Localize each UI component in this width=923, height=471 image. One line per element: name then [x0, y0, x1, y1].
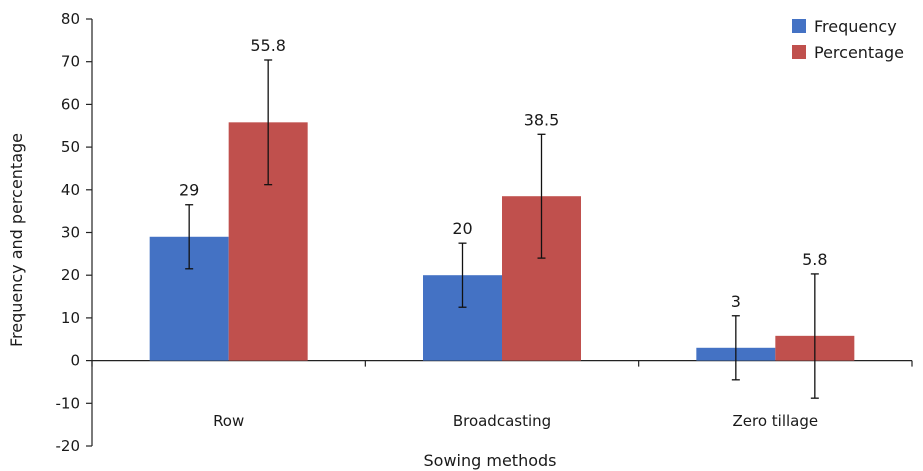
y-tick-label: 10: [61, 309, 80, 327]
y-axis-title: Frequency and percentage: [7, 133, 26, 347]
y-tick-label: 60: [61, 95, 80, 113]
data-label: 29: [179, 181, 199, 200]
bars: [149, 122, 855, 361]
y-tick-label: 50: [61, 138, 80, 156]
y-tick-label: 30: [61, 224, 80, 242]
y-tick-label: 40: [61, 181, 80, 199]
x-axis-title: Sowing methods: [424, 451, 557, 470]
data-label: 55.8: [250, 36, 286, 55]
legend-swatch: [792, 45, 806, 59]
data-label: 3: [731, 292, 741, 311]
data-label: 20: [452, 219, 472, 238]
data-label: 5.8: [802, 250, 827, 269]
y-tick-label: 80: [61, 10, 80, 28]
legend-label: Percentage: [814, 43, 904, 62]
y-tick-label: 20: [61, 266, 80, 284]
y-tick-label: -10: [56, 394, 81, 412]
y-tick-label: -20: [56, 437, 81, 455]
y-axis: -20 -10 0 10 20 30 40 50 60 70 80: [56, 10, 93, 455]
legend-swatch: [792, 19, 806, 33]
x-tick-label: Zero tillage: [733, 412, 819, 430]
data-labels: 29 20 3 55.8 38.5 5.8: [179, 36, 828, 311]
y-tick-label: 70: [61, 53, 80, 71]
legend: Frequency Percentage: [792, 17, 904, 62]
error-bars: [185, 59, 819, 399]
y-tick-label: 0: [70, 352, 80, 370]
data-label: 38.5: [524, 110, 560, 129]
legend-label: Frequency: [814, 17, 897, 36]
x-tick-label: Row: [213, 412, 244, 430]
x-axis: Row Broadcasting Zero tillage: [91, 360, 913, 430]
x-tick-label: Broadcasting: [453, 412, 551, 430]
